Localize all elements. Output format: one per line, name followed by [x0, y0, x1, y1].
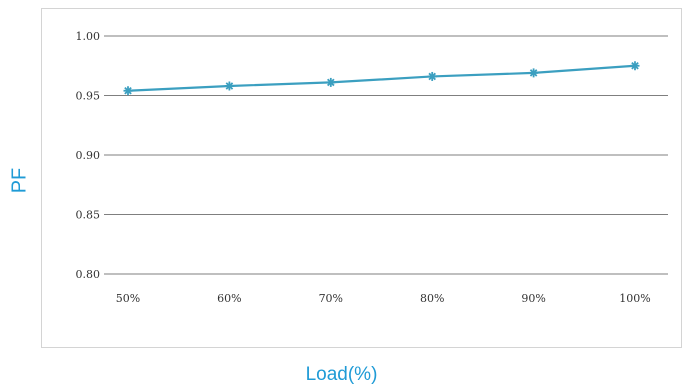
y-tick-label: 1.00: [76, 30, 101, 43]
x-tick-labels: 50% 60% 70% 80% 90% 100%: [116, 292, 651, 305]
x-tick-label: 50%: [116, 292, 140, 305]
series-line: [127, 64, 636, 92]
x-axis-label: Load(%): [305, 364, 378, 385]
chart-frame: 0.80 0.85 0.90 0.95 1.00 50% 60% 70% 80% 90% 100%: [41, 8, 682, 348]
grid-lines: [104, 35, 668, 275]
data-point: [630, 61, 640, 71]
y-tick-labels: 0.80 0.85 0.90 0.95 1.00: [76, 30, 101, 281]
line-chart: 0.80 0.85 0.90 0.95 1.00 50% 60% 70% 80% 90% 100%: [76, 30, 668, 305]
y-tick-label: 0.90: [76, 149, 101, 162]
x-tick-label: 90%: [521, 292, 545, 305]
series-group: [123, 61, 640, 96]
y-axis-label-wrap: PF: [8, 165, 32, 195]
x-tick-label: 100%: [619, 292, 650, 305]
data-point: [123, 86, 133, 96]
data-point: [224, 81, 234, 91]
y-axis-label: PF: [8, 167, 31, 193]
y-tick-label: 0.95: [76, 90, 101, 103]
data-point: [529, 68, 539, 78]
x-tick-label: 70%: [319, 292, 343, 305]
y-tick-label: 0.80: [76, 268, 101, 281]
y-tick-label: 0.85: [76, 209, 101, 222]
data-point: [326, 77, 336, 87]
data-point: [427, 71, 437, 81]
x-tick-label: 80%: [420, 292, 444, 305]
x-tick-label: 60%: [217, 292, 241, 305]
